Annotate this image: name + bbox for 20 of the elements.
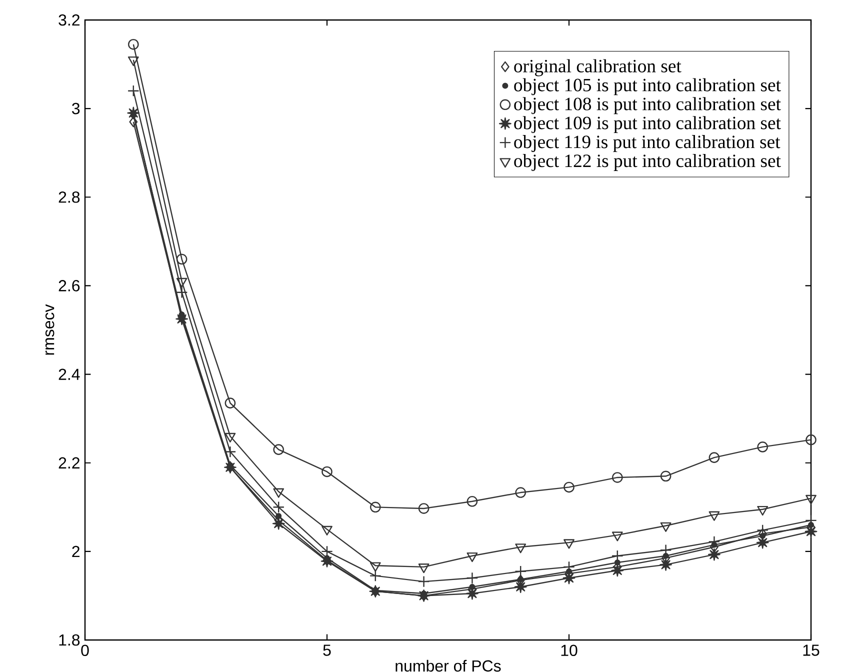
y-tick-label: 3.2	[58, 14, 80, 26]
y-tick-label: 2.6	[58, 280, 80, 292]
legend-label: object 109 is put into calibration set	[514, 116, 781, 134]
y-tick-label: 2.4	[58, 368, 80, 380]
x-tick-label: 5	[323, 644, 331, 656]
y-tick-label: 2.2	[58, 457, 80, 468]
x-tick-label: 15	[803, 644, 820, 656]
y-tick-label: 2.8	[58, 191, 80, 203]
x-tick-label: 10	[561, 644, 578, 656]
legend-label: original calibration set	[514, 59, 682, 76]
legend-label: object 105 is put into calibration set	[514, 78, 781, 96]
x-axis-title: number of PCs	[396, 660, 501, 672]
x-tick-label: 0	[81, 644, 89, 656]
y-tick-label: 1.8	[59, 634, 80, 646]
y-axis-title: rmsecv	[45, 304, 54, 355]
y-tick-label: 2	[72, 546, 80, 558]
legend-label: object 108 is put into calibration set	[514, 97, 781, 114]
legend-label: object 122 is put into calibration set	[514, 154, 781, 171]
y-tick-label: 3	[72, 102, 80, 114]
legend-label: object 119 is put into calibration set	[514, 135, 780, 152]
